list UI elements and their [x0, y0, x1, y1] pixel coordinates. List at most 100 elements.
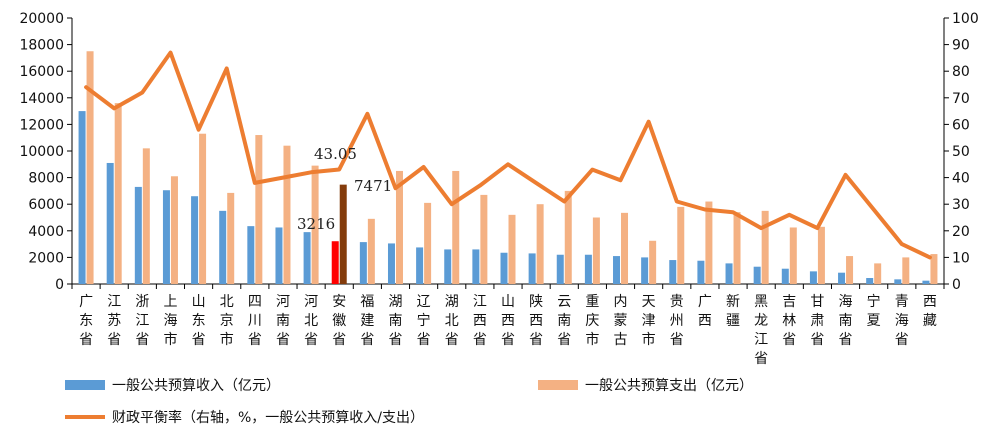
expense-bar: [817, 226, 825, 284]
expense-bar: [733, 212, 741, 284]
category-label: 湖北省: [445, 294, 459, 348]
expense-bar: [339, 184, 347, 284]
income-bar: [809, 271, 817, 284]
income-bar: [866, 278, 874, 284]
expense-bar: [114, 103, 122, 285]
right-tick-label: 60: [952, 117, 970, 133]
expense-bar: [367, 218, 375, 284]
axes: 0 2000 4000 6000 8000 10000 12000 14000 16000 180…: [19, 11, 978, 293]
category-label: 广西: [698, 294, 712, 329]
bars: [78, 51, 938, 285]
category-label: 江苏省: [107, 294, 121, 348]
income-bar: [500, 252, 508, 284]
income-bar: [191, 196, 199, 284]
left-tick-label: 10000: [19, 144, 64, 160]
category-label: 湖南省: [388, 294, 402, 348]
right-tick-label: 100: [952, 11, 979, 27]
category-label: 北京市: [220, 294, 234, 348]
income-bar: [613, 256, 621, 284]
income-bar: [303, 232, 311, 284]
income-bar: [753, 266, 761, 284]
income-bar: [162, 190, 170, 284]
category-label: 山东省: [192, 294, 206, 348]
income-bar: [219, 210, 227, 284]
expense-bar: [902, 257, 910, 284]
expense-bar: [846, 256, 854, 284]
expense-bar: [564, 190, 572, 284]
legend-expense-swatch: [538, 380, 578, 390]
category-label: 云南省: [557, 294, 571, 348]
category-label: 吉林省: [782, 294, 796, 348]
category-label: 浙江省: [135, 294, 149, 348]
category-label: 黑龙江省: [754, 294, 768, 367]
right-tick-label: 10: [952, 250, 970, 266]
left-tick-label: 6000: [28, 197, 64, 213]
legend-expense-label: 一般公共预算支出（亿元）: [585, 378, 753, 394]
expense-bar: [480, 194, 488, 284]
income-bar: [331, 241, 339, 284]
right-tick-label: 90: [952, 38, 970, 54]
category-label: 四川省: [248, 294, 262, 348]
ratio-line-group: [84, 50, 932, 260]
income-bar: [894, 279, 902, 284]
left-tick-label: 20000: [19, 11, 64, 27]
income-bar: [781, 268, 789, 284]
income-bar: [641, 257, 649, 284]
expense-bar: [424, 202, 432, 284]
category-label: 海南省: [839, 294, 853, 348]
expense-annotation: 7471: [354, 177, 392, 195]
expense-bar: [508, 214, 516, 284]
category-label: 重庆市: [585, 294, 599, 348]
income-bar: [359, 242, 367, 284]
legend-income-label: 一般公共预算收入（亿元）: [112, 378, 280, 394]
left-tick-label: 14000: [19, 91, 64, 107]
expense-bar: [395, 170, 403, 284]
category-label: 辽宁省: [417, 294, 431, 348]
left-tick-label: 0: [55, 277, 64, 293]
category-label: 山西省: [501, 294, 515, 348]
right-tick-label: 20: [952, 224, 970, 240]
income-bar: [584, 254, 592, 284]
expense-bar: [86, 51, 94, 284]
income-bar: [528, 253, 536, 284]
category-label: 河北省: [304, 294, 318, 348]
category-label: 陕西省: [529, 294, 543, 348]
left-tick-label: 2000: [28, 250, 64, 266]
expense-bar: [536, 204, 544, 284]
expense-bar: [789, 227, 797, 284]
expense-bar: [199, 133, 207, 284]
category-label: 福建省: [360, 294, 374, 348]
legend-ratio-label: 财政平衡率（右轴，%，一般公共预算收入/支出）: [112, 409, 424, 426]
left-tick-label: 4000: [28, 224, 64, 240]
income-bar: [838, 272, 846, 284]
income-bar: [78, 111, 86, 284]
left-tick-label: 8000: [28, 171, 64, 187]
expense-bar: [227, 192, 235, 284]
income-bar: [922, 280, 930, 284]
category-label: 河南省: [276, 294, 290, 348]
income-bar: [556, 254, 564, 284]
income-bar: [697, 260, 705, 284]
category-label: 甘肃省: [810, 294, 824, 348]
category-label: 内蒙古: [614, 294, 628, 348]
income-annotation: 3216: [297, 215, 335, 233]
expense-bar: [930, 254, 938, 284]
expense-bar: [649, 240, 657, 284]
ratio-annotation: 43.05: [314, 145, 357, 163]
right-tick-label: 70: [952, 91, 970, 107]
income-bar: [275, 227, 283, 284]
left-tick-label: 12000: [19, 117, 64, 133]
left-tick-label: 18000: [19, 38, 64, 54]
annotations: 43.05 7471 3216: [297, 145, 392, 233]
income-bar: [472, 249, 480, 284]
right-tick-label: 40: [952, 171, 970, 187]
income-bar: [106, 162, 114, 284]
category-label: 广东省: [79, 294, 93, 348]
income-bar: [416, 247, 424, 284]
right-tick-label: 50: [952, 144, 970, 160]
income-bar: [247, 226, 255, 284]
expense-bar: [621, 212, 629, 284]
